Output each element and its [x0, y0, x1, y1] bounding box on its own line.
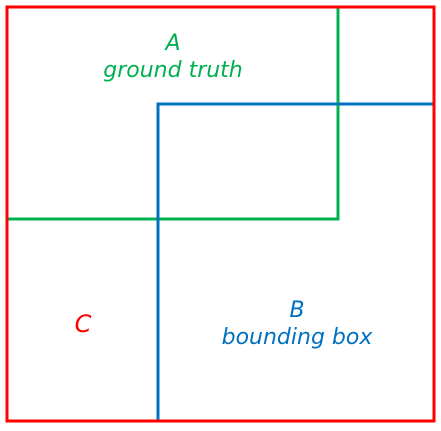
box-c-letter-label: C	[75, 310, 92, 338]
enclosing-box-c	[5, 5, 436, 423]
box-a-name-label: ground truth	[103, 58, 243, 83]
box-a-letter-label: A	[163, 31, 180, 56]
box-b-letter-label: B	[289, 298, 304, 323]
box-b-name-label: bounding box	[222, 325, 374, 350]
